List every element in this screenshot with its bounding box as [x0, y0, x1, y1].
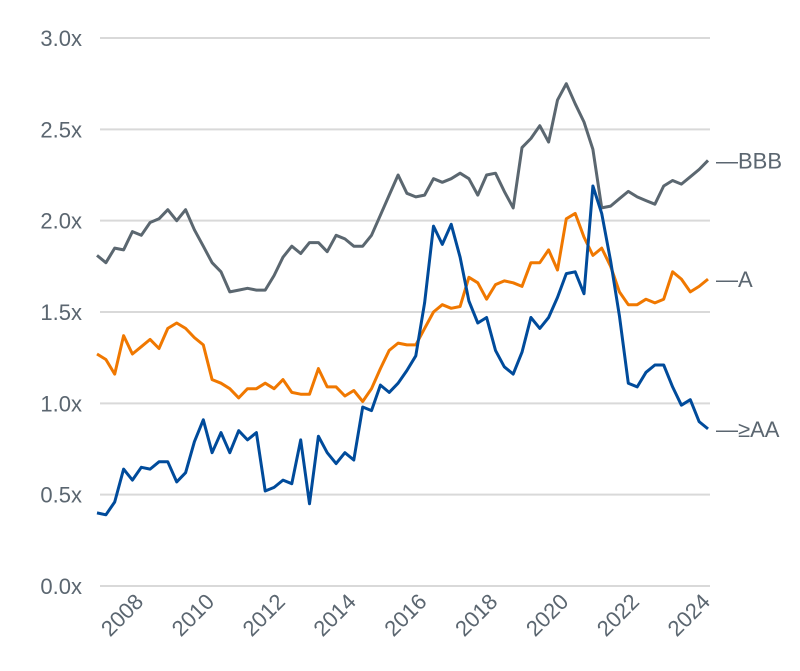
x-tick-label: 2022: [592, 589, 644, 641]
x-tick-label: 2014: [308, 589, 360, 641]
x-tick-label: 2018: [450, 589, 502, 641]
y-tick-label: 1.5x: [40, 300, 82, 325]
x-tick-label: 2016: [379, 589, 431, 641]
series-label: —≥AA: [716, 417, 780, 442]
series-labels: —BBB —A —≥AA: [716, 148, 782, 442]
y-tick-label: 0.5x: [40, 483, 82, 508]
y-tick-label: 3.0x: [40, 26, 82, 51]
x-tick-label: 2012: [238, 589, 290, 641]
x-tick-label: 2008: [96, 589, 148, 641]
gridlines: [100, 37, 710, 587]
y-axis-ticks: 0.0x 0.5x 1.0x 1.5x 2.0x 2.5x 3.0x: [40, 26, 82, 599]
y-tick-label: 0.0x: [40, 574, 82, 599]
series-line-BBB: [96, 82, 710, 294]
x-tick-label: 2010: [167, 589, 219, 641]
series-line-≥AA: [96, 184, 709, 517]
x-axis-ticks: 2008 2010 2012 2014 2016 2018 2020 2022 2024: [96, 589, 715, 641]
series-label: —A: [716, 267, 753, 292]
y-tick-label: 1.0x: [40, 391, 82, 416]
x-tick-label: 2024: [663, 589, 715, 641]
x-tick-label: 2020: [521, 589, 573, 641]
series-line-A: [96, 211, 709, 403]
y-tick-label: 2.0x: [40, 209, 82, 234]
series-label: —BBB: [716, 148, 782, 173]
series-lines: [96, 82, 710, 517]
y-tick-label: 2.5x: [40, 117, 82, 142]
